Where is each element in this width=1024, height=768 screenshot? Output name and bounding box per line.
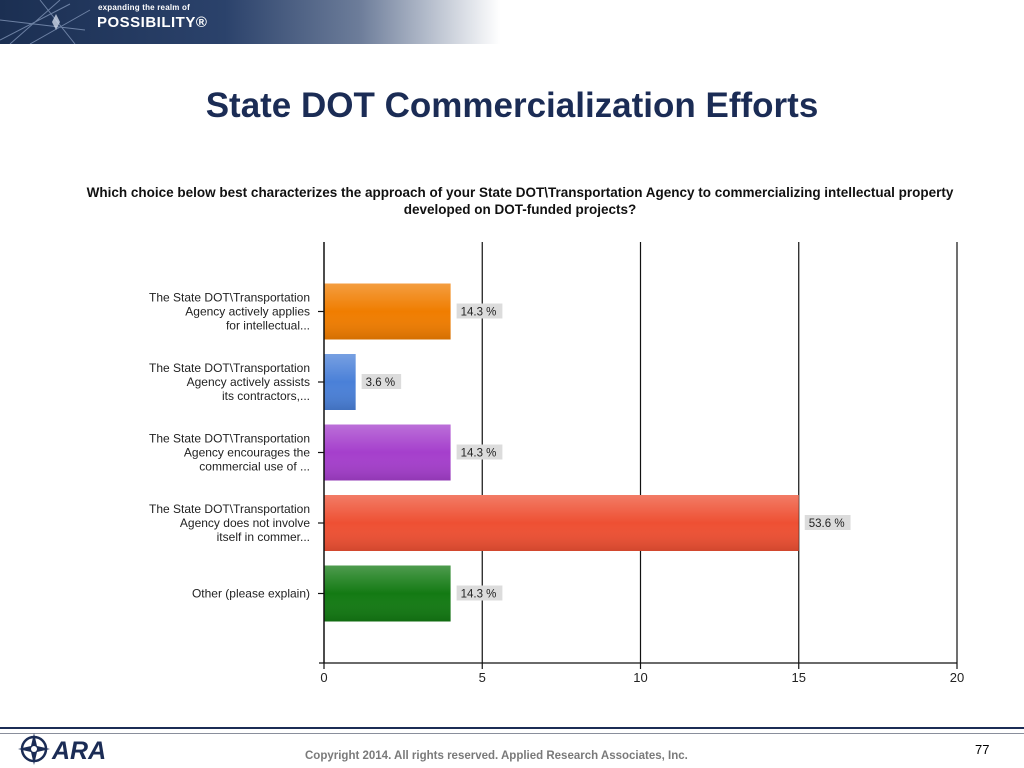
page-number: 77 xyxy=(975,742,990,757)
category-label-line: commercial use of ... xyxy=(199,460,310,474)
category-label: The State DOT\Transportation Agency activ… xyxy=(149,291,310,333)
data-label: 14.3 % xyxy=(461,307,497,319)
category-label-line: Agency does not involve xyxy=(180,516,310,530)
data-label-bg xyxy=(456,444,503,460)
data-label-bg xyxy=(456,303,503,319)
category-label-line: its contractors,... xyxy=(222,389,310,403)
category-label: The State DOT\Transportation Agency does … xyxy=(149,502,310,544)
data-label: 3.6 % xyxy=(366,377,395,389)
data-label-bg xyxy=(804,515,851,530)
banner-star-graphic xyxy=(0,0,91,44)
ara-logo: ARA xyxy=(18,733,106,765)
category-label: The State DOT\Transportation Agency activ… xyxy=(149,361,310,403)
x-tick-label: 20 xyxy=(950,670,964,685)
data-label-bg xyxy=(361,374,402,389)
tagline-big: POSSIBILITY® xyxy=(97,14,208,31)
footer-rule xyxy=(0,727,1024,734)
bar-shading xyxy=(324,424,451,481)
x-tick-label: 0 xyxy=(320,670,327,685)
chart-title: Which choice below best characterizes th… xyxy=(86,185,954,217)
slide-title: State DOT Commercialization Efforts xyxy=(205,86,819,125)
svg-text:ARA: ARA xyxy=(51,737,106,765)
data-label: 14.3 % xyxy=(461,448,497,460)
category-label: Other (please explain) xyxy=(192,587,310,601)
tagline-small: expanding the realm of xyxy=(98,3,190,12)
category-label-line: The State DOT\Transportation xyxy=(149,502,310,516)
category-label-line: for intellectual... xyxy=(226,319,310,333)
header-banner xyxy=(0,0,500,44)
data-label: 14.3 % xyxy=(461,589,497,601)
copyright-text: Copyright 2014. All rights reserved. App… xyxy=(305,750,688,762)
bar-shading xyxy=(324,565,451,622)
category-label-line: The State DOT\Transportation xyxy=(149,361,310,375)
category-label-line: Other (please explain) xyxy=(192,587,310,601)
category-label-line: Agency encourages the xyxy=(184,446,310,460)
category-label-line: Agency actively assists xyxy=(187,375,310,389)
category-label-line: The State DOT\Transportation xyxy=(149,291,310,305)
bar-shading xyxy=(324,283,451,340)
category-label-line: The State DOT\Transportation xyxy=(149,432,310,446)
bar-shading xyxy=(324,354,356,410)
category-label-line: itself in commer... xyxy=(217,530,310,544)
x-tick-label: 5 xyxy=(479,670,486,685)
data-label: 53.6 % xyxy=(809,518,845,530)
bar-shading xyxy=(324,495,799,551)
x-tick-label: 10 xyxy=(633,670,647,685)
category-label: The State DOT\Transportation Agency encou… xyxy=(149,432,310,474)
x-tick-label: 15 xyxy=(792,670,806,685)
data-label-bg xyxy=(456,585,503,601)
category-label-line: Agency actively applies xyxy=(185,305,310,319)
